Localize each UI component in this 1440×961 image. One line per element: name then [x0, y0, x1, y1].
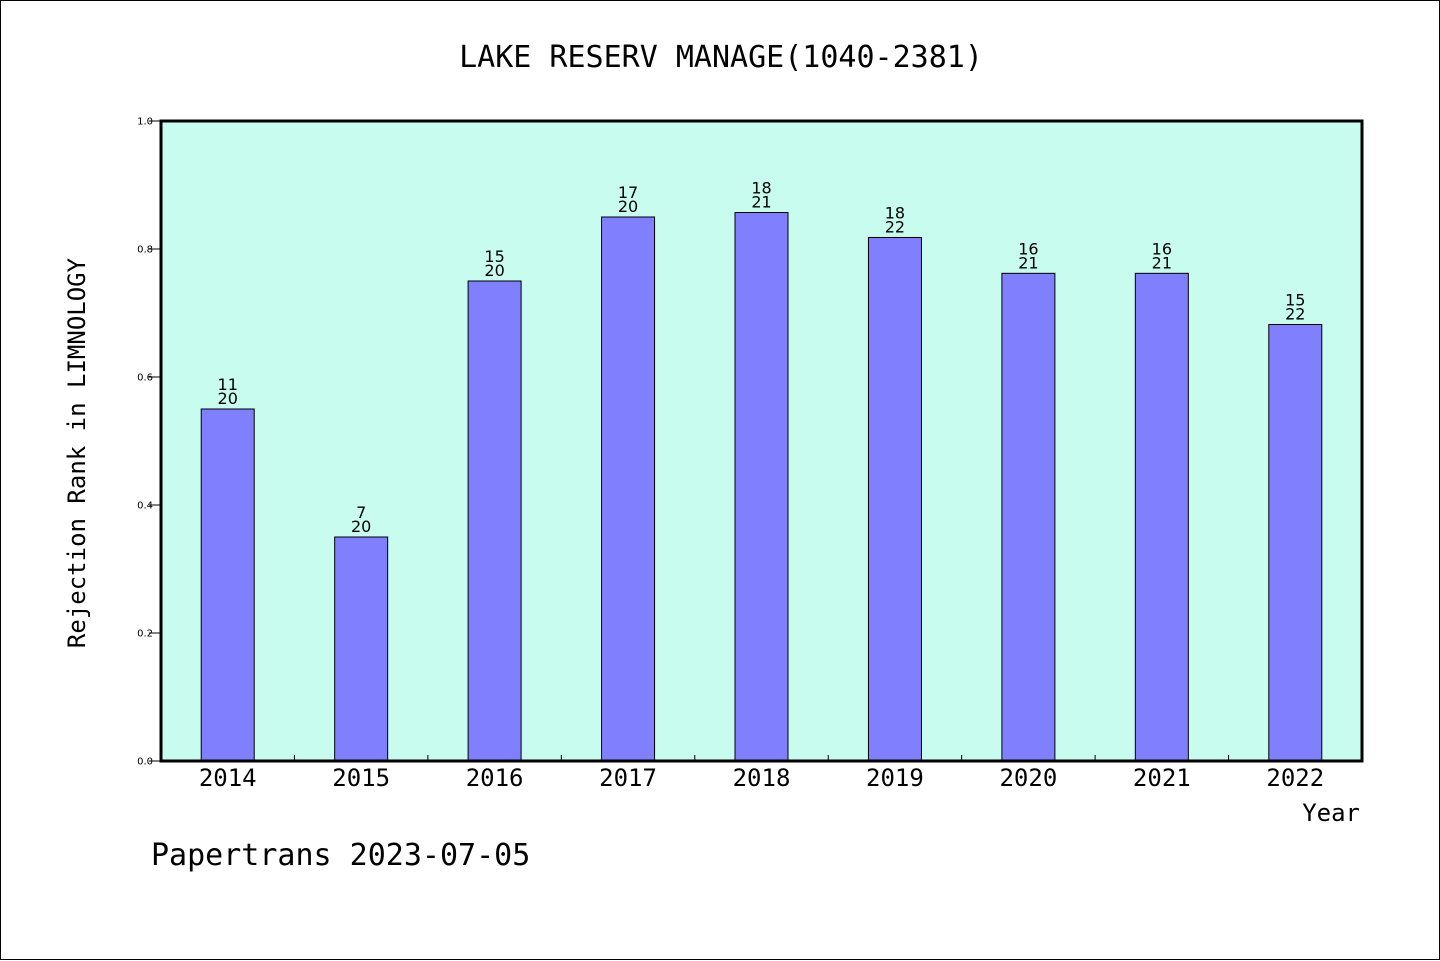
y-tick-label: 0.2 — [137, 629, 153, 640]
data-label-rank: 18 — [751, 179, 771, 198]
y-tick-label: 0.4 — [137, 501, 153, 512]
bars-group — [200, 212, 1323, 762]
bar-2017 — [601, 216, 656, 762]
plot-border — [159, 119, 1364, 763]
data-label-total: 22 — [1285, 305, 1305, 324]
data-label-total: 21 — [751, 193, 771, 212]
bar-2014 — [200, 408, 255, 762]
x-tick-label: 2022 — [1266, 764, 1324, 792]
data-label-total: 22 — [885, 217, 905, 236]
data-label-rank: 16 — [1018, 239, 1038, 258]
bar-2016 — [467, 280, 522, 762]
chart-title: LAKE RESERV MANAGE(1040-2381) — [459, 40, 983, 75]
data-label-rank: 11 — [218, 375, 238, 394]
data-label-total: 21 — [1018, 253, 1038, 272]
data-label-total: 20 — [484, 261, 504, 280]
y-tick-label: 1.0 — [137, 117, 153, 128]
x-tick-label: 2021 — [1133, 764, 1191, 792]
x-tick-label: 2016 — [466, 764, 524, 792]
x-tick-label: 2018 — [733, 764, 791, 792]
data-label-rank: 15 — [484, 247, 504, 266]
data-label-total: 20 — [218, 389, 238, 408]
y-tick-label: 0.8 — [137, 245, 153, 256]
data-label-rank: 7 — [356, 503, 366, 522]
bar-2022 — [1268, 324, 1323, 762]
x-tick-label: 2014 — [199, 764, 257, 792]
bar-2018 — [734, 212, 789, 762]
data-label-rank: 16 — [1152, 239, 1172, 258]
x-axis-label: Year — [1302, 799, 1360, 827]
y-tick-label: 0.0 — [137, 757, 153, 768]
data-label-rank: 17 — [618, 183, 638, 202]
data-label-total: 20 — [618, 197, 638, 216]
y-axis-label: Rejection Rank in LIMNOLOGY — [63, 257, 91, 648]
y-tick-label: 0.6 — [137, 373, 153, 384]
x-tick-label: 2017 — [599, 764, 657, 792]
data-label-total: 20 — [351, 517, 371, 536]
footer-text: Papertrans 2023-07-05 — [151, 838, 530, 873]
data-label-rank: 18 — [885, 203, 905, 222]
bar-2021 — [1134, 272, 1189, 762]
x-tick-label: 2019 — [866, 764, 924, 792]
bar-2020 — [1001, 272, 1056, 762]
data-label-total: 21 — [1152, 253, 1172, 272]
x-tick-label: 2020 — [999, 764, 1057, 792]
bar-2015 — [334, 536, 389, 762]
data-label-rank: 15 — [1285, 291, 1305, 310]
x-tick-label: 2015 — [332, 764, 390, 792]
bar-2019 — [867, 236, 922, 762]
